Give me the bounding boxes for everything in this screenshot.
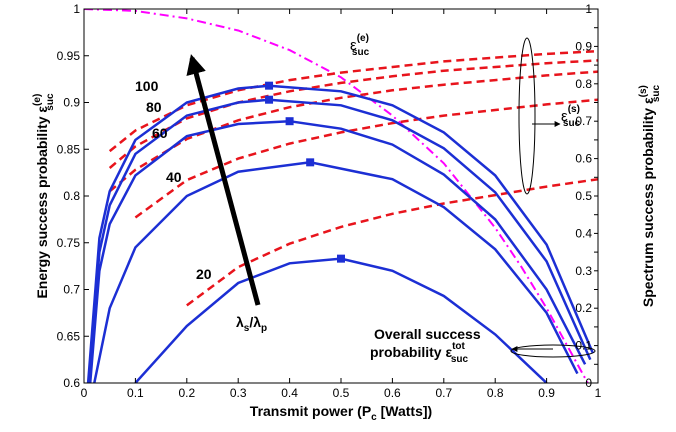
overall-ellipse xyxy=(510,344,596,358)
y-axis-right-label: Spectrum success probability ε(s) suc xyxy=(638,84,662,307)
x-tick-label: 0.2 xyxy=(178,386,195,400)
x-tick-label: 0.5 xyxy=(333,386,350,400)
peak-marker-40 xyxy=(306,158,315,167)
curves-group xyxy=(84,9,598,383)
y-left-tick-label: 1 xyxy=(73,2,80,16)
x-tick-label: 1 xyxy=(595,386,602,400)
curve-label-60: 60 xyxy=(152,125,168,141)
spectrum-success-line-40 xyxy=(134,98,598,219)
x-axis-label: Transmit power (Pc [Watts]) xyxy=(250,403,432,423)
plot-area xyxy=(84,9,598,383)
x-tick-label: 0.9 xyxy=(538,386,555,400)
y-left-tick-label: 0.7 xyxy=(63,283,80,297)
y-left-tick-label: 0.9 xyxy=(63,96,80,110)
curve-label-40: 40 xyxy=(166,169,182,185)
y-right-tick-label: 0.5 xyxy=(575,189,592,203)
y-right-tick-label: 0.4 xyxy=(575,226,592,240)
x-tick-label: 0.7 xyxy=(435,386,452,400)
peak-marker-60 xyxy=(285,117,294,126)
y-right-tick-label: 0.3 xyxy=(575,264,592,278)
y-left-tick-label: 0.85 xyxy=(57,142,81,156)
y-right-tick-label: 0 xyxy=(585,376,592,390)
y-right-tick-label: 0.1 xyxy=(575,339,592,353)
x-tick-label: 0.1 xyxy=(127,386,144,400)
overall-success-line2: probability εtot suc xyxy=(370,341,469,365)
y-right-tick-label: 0.8 xyxy=(575,77,592,91)
spectrum-success-line-60 xyxy=(108,70,598,193)
y-left-tick-label: 0.6 xyxy=(63,376,80,390)
y-left-tick-label: 0.95 xyxy=(57,49,81,63)
x-tick-label: 0 xyxy=(81,386,88,400)
x-tick-label: 0.8 xyxy=(487,386,504,400)
peak-marker-80 xyxy=(265,95,274,104)
curve-label-100: 100 xyxy=(135,78,159,94)
overall-success-line1: Overall success xyxy=(374,326,481,342)
ticks-group: 0 0.1 0.2 0.3 0.4 0.5 0.6 0.7 0.8 0.9 1 0.6 0.65 0.7 0… xyxy=(57,2,602,400)
y-left-tick-label: 0.75 xyxy=(57,236,81,250)
y-axis-left-label: Energy success probability ε(e) suc xyxy=(32,93,56,299)
energy-success-annotation: ε(e) suc xyxy=(350,33,370,58)
y-left-tick-label: 0.8 xyxy=(63,189,80,203)
x-tick-label: 0.6 xyxy=(384,386,401,400)
spectrum-success-annotation: ε(s) suc xyxy=(561,104,581,129)
lambda-arrow xyxy=(186,54,261,306)
y-right-tick-label: 1 xyxy=(585,2,592,16)
curve-label-80: 80 xyxy=(146,99,162,115)
curve-labels: 100 80 60 40 20 xyxy=(135,78,212,282)
spectrum-ellipse xyxy=(518,37,536,195)
peak-marker-20 xyxy=(337,254,345,263)
y-right-tick-label: 0.6 xyxy=(575,152,592,166)
y-right-tick-label: 0.7 xyxy=(575,114,592,128)
x-tick-label: 0.4 xyxy=(281,386,298,400)
lambda-ratio-label: λs/λp xyxy=(236,314,267,334)
x-tick-label: 0.3 xyxy=(230,386,247,400)
peak-marker-100 xyxy=(265,81,274,90)
curve-label-20: 20 xyxy=(196,266,212,282)
y-right-tick-label: 0.9 xyxy=(575,39,592,53)
y-right-tick-label: 0.2 xyxy=(575,301,592,315)
energy-success-line xyxy=(84,9,589,383)
y-left-tick-label: 0.65 xyxy=(57,329,81,343)
